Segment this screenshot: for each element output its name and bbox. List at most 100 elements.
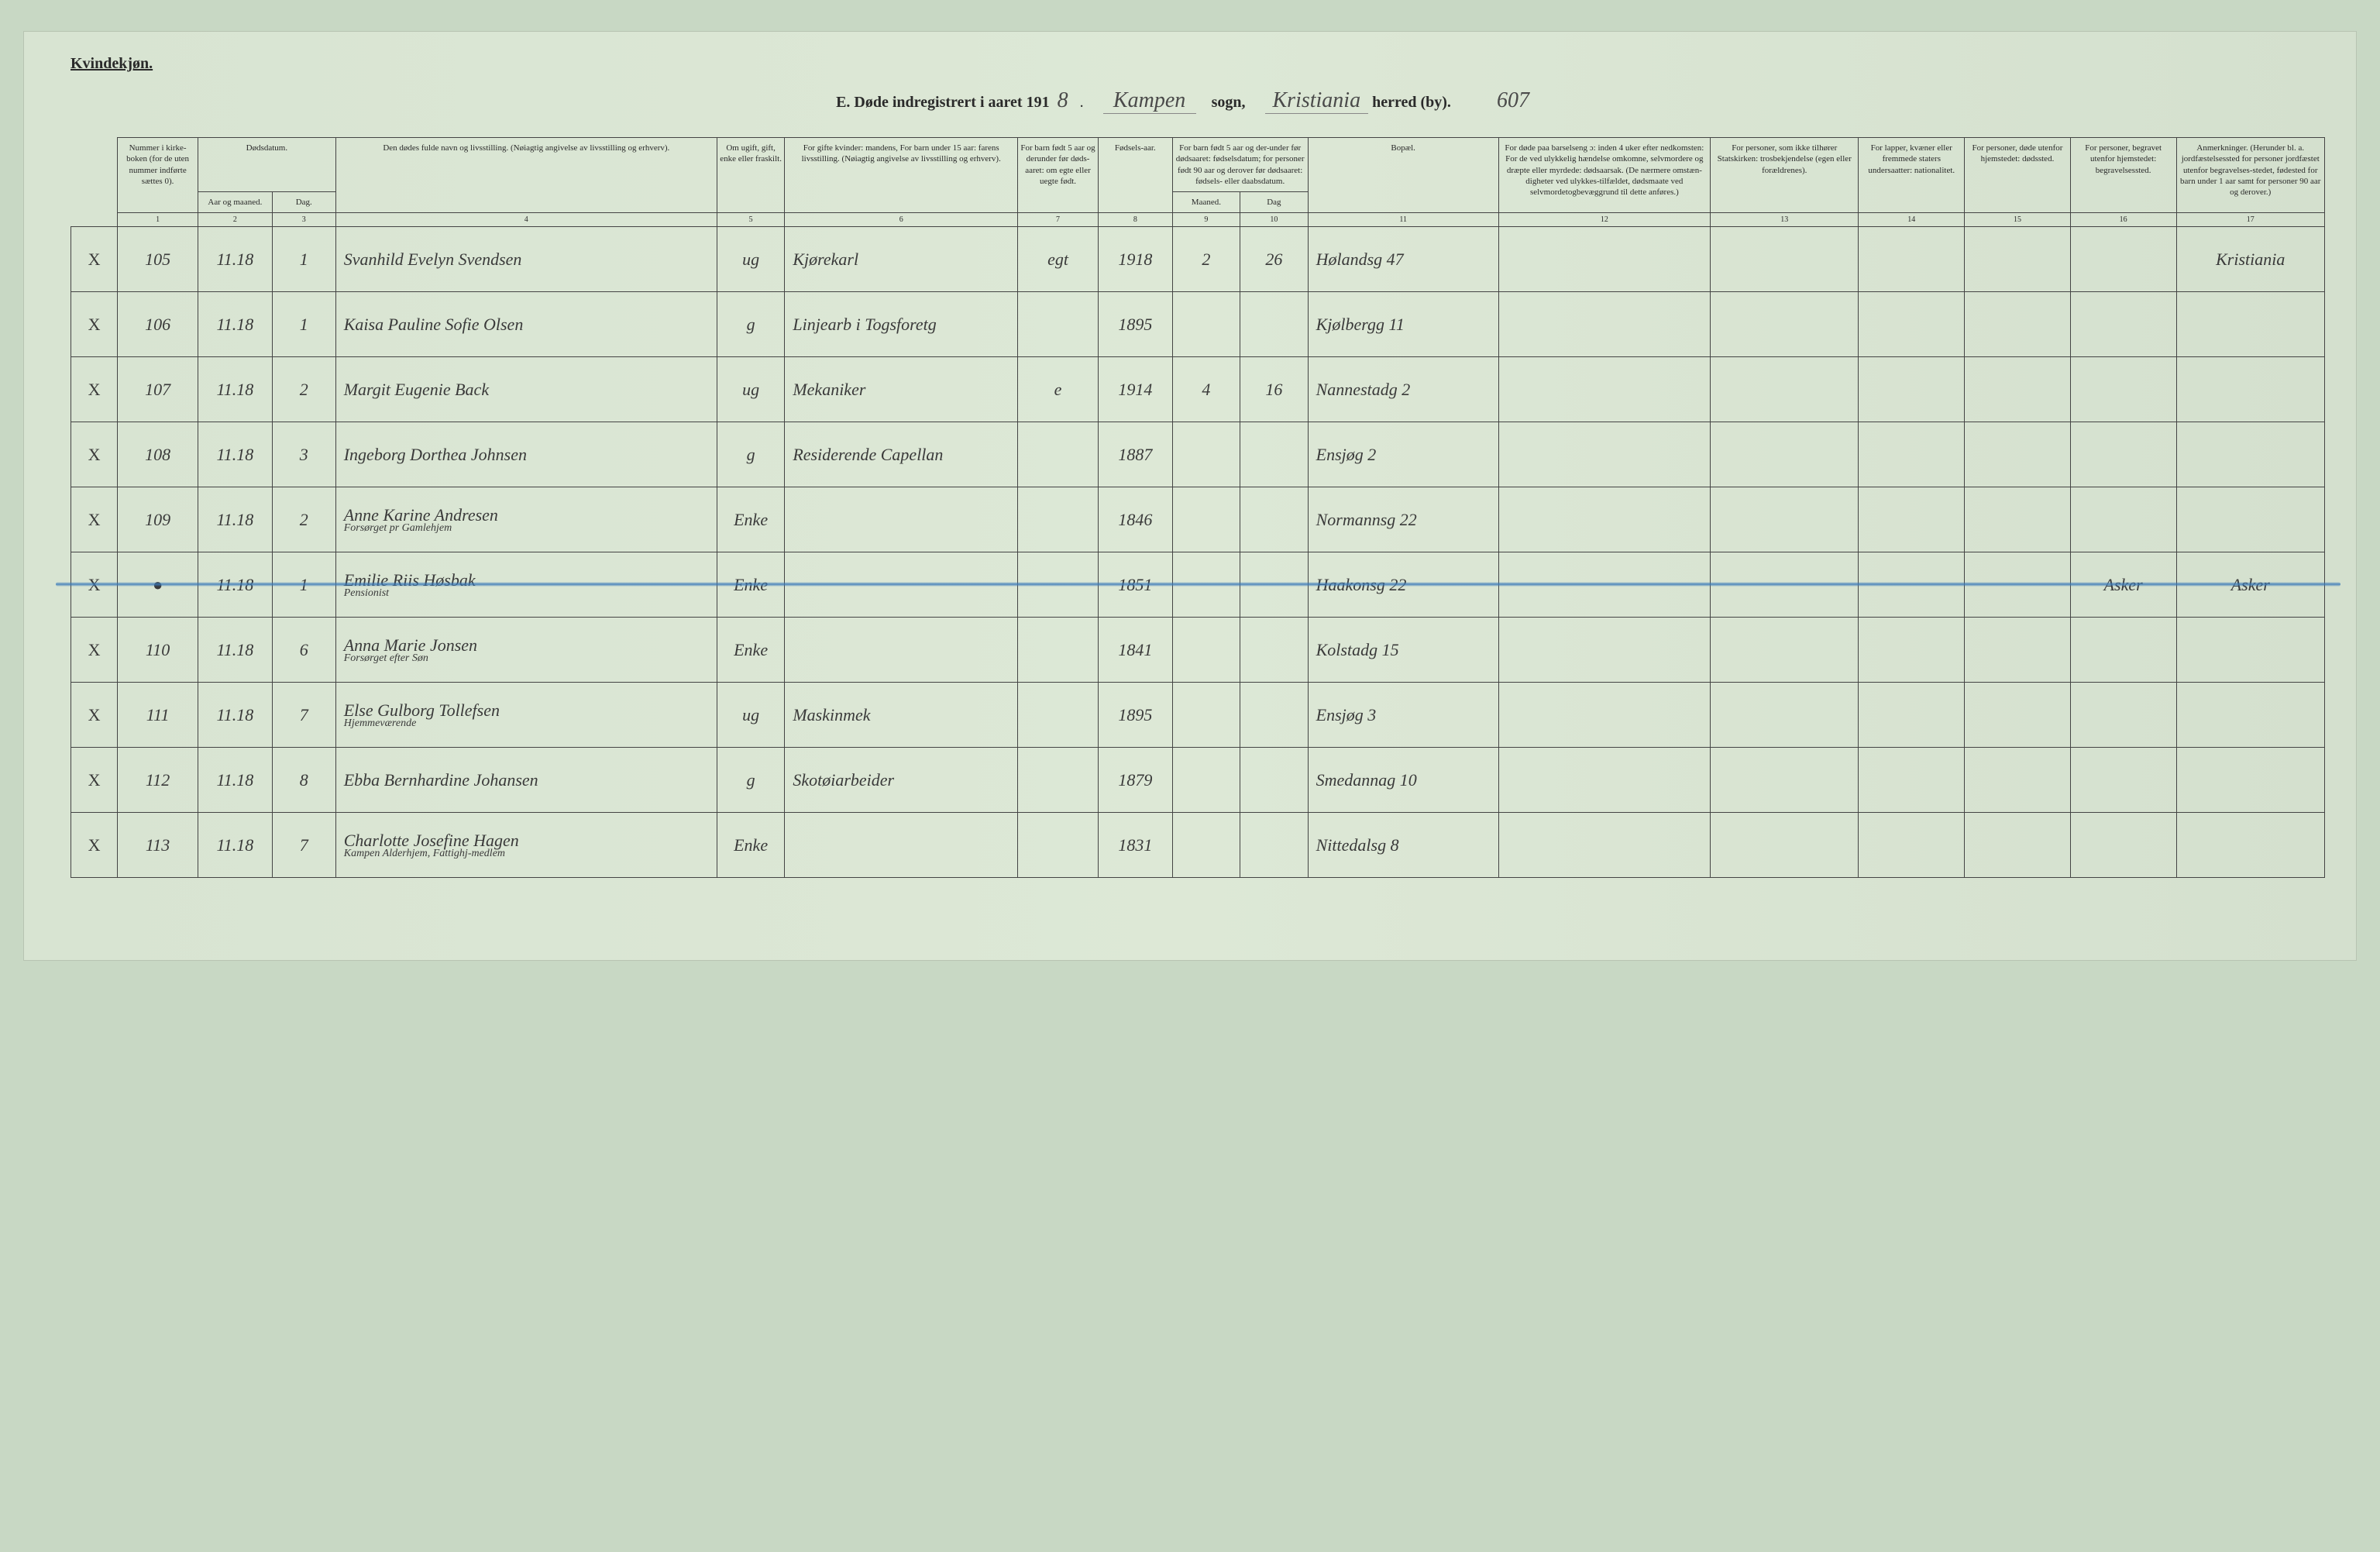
row-occupation <box>785 618 1018 683</box>
row-address: Ensjøg 3 <box>1308 683 1498 748</box>
page-number: 607 <box>1467 88 1560 113</box>
colnum: 4 <box>335 213 717 227</box>
row-subnote: Forsørget efter Søn <box>344 652 714 665</box>
table-row: X10511.181Svanhild Evelyn SvendsenugKjør… <box>71 227 2325 292</box>
row-c13 <box>1711 357 1859 422</box>
row-year-month: 11.18 <box>198 813 273 878</box>
row-c15 <box>1965 552 2071 618</box>
row-day: 2 <box>272 357 335 422</box>
row-c14 <box>1859 357 1965 422</box>
row-occupation <box>785 487 1018 552</box>
title-line: E. Døde indregistrert i aaret 1918 . Kam… <box>71 88 2325 114</box>
hdr-c6: For gifte kvinder: mandens, For barn und… <box>785 138 1018 213</box>
row-c7 <box>1018 813 1099 878</box>
row-subnote: Forsørget pr Gamlehjem <box>344 522 714 535</box>
gender-label: Kvindekjøn. <box>71 55 2325 73</box>
row-birthyear: 1851 <box>1098 552 1172 618</box>
colnum: 5 <box>717 213 784 227</box>
row-c13 <box>1711 683 1859 748</box>
row-c16 <box>2070 618 2176 683</box>
row-c12 <box>1498 552 1710 618</box>
colnum: 8 <box>1098 213 1172 227</box>
row-c17 <box>2176 748 2325 813</box>
row-status: Enke <box>717 487 784 552</box>
row-c16 <box>2070 292 2176 357</box>
row-name: Emilie Riis HøsbakPensionist <box>335 552 717 618</box>
row-c16 <box>2070 487 2176 552</box>
row-c14 <box>1859 813 1965 878</box>
row-mark: X <box>71 422 118 487</box>
row-c15 <box>1965 683 2071 748</box>
table-row: X11111.187Else Gulborg TollefsenHjemmevæ… <box>71 683 2325 748</box>
row-c17 <box>2176 292 2325 357</box>
hdr-c7: For barn født 5 aar og derunder før døds… <box>1018 138 1099 213</box>
row-c7: egt <box>1018 227 1099 292</box>
row-subnote: Kampen Alderhjem, Fattighj-medlem <box>344 848 714 860</box>
row-c14 <box>1859 227 1965 292</box>
row-c14 <box>1859 683 1965 748</box>
row-birthmonth: 2 <box>1172 227 1240 292</box>
hdr-c11: Bopæl. <box>1308 138 1498 213</box>
herred-label: herred (by). <box>1372 94 1451 111</box>
row-day: 2 <box>272 487 335 552</box>
row-status: g <box>717 748 784 813</box>
row-address: Kjølbergg 11 <box>1308 292 1498 357</box>
hdr-c10: Dag <box>1240 192 1308 213</box>
row-num: ● <box>118 552 198 618</box>
table-row: X10611.181Kaisa Pauline Sofie OlsengLinj… <box>71 292 2325 357</box>
row-mark: X <box>71 683 118 748</box>
row-birthday <box>1240 487 1308 552</box>
row-c14 <box>1859 422 1965 487</box>
colnum: 11 <box>1308 213 1498 227</box>
row-c12 <box>1498 292 1710 357</box>
row-c14 <box>1859 748 1965 813</box>
row-address: Ensjøg 2 <box>1308 422 1498 487</box>
row-occupation: Mekaniker <box>785 357 1018 422</box>
row-address: Nannestadg 2 <box>1308 357 1498 422</box>
row-num: 110 <box>118 618 198 683</box>
row-c13 <box>1711 292 1859 357</box>
colnum: 1 <box>118 213 198 227</box>
row-occupation: Residerende Capellan <box>785 422 1018 487</box>
row-year-month: 11.18 <box>198 422 273 487</box>
row-name: Svanhild Evelyn Svendsen <box>335 227 717 292</box>
row-subnote: Pensionist <box>344 587 714 600</box>
row-day: 6 <box>272 618 335 683</box>
row-name: Ebba Bernhardine Johansen <box>335 748 717 813</box>
row-birthday <box>1240 292 1308 357</box>
row-c12 <box>1498 748 1710 813</box>
row-status: ug <box>717 357 784 422</box>
row-c16 <box>2070 813 2176 878</box>
colnum: 3 <box>272 213 335 227</box>
hdr-c9: Maaned. <box>1172 192 1240 213</box>
colnum: 14 <box>1859 213 1965 227</box>
colnum: 16 <box>2070 213 2176 227</box>
row-c17 <box>2176 618 2325 683</box>
row-c12 <box>1498 227 1710 292</box>
row-birthday <box>1240 618 1308 683</box>
colnum: 10 <box>1240 213 1308 227</box>
hdr-c14: For lapper, kvæner eller fremmede stater… <box>1859 138 1965 213</box>
row-num: 105 <box>118 227 198 292</box>
row-c17 <box>2176 487 2325 552</box>
hdr-c9-10: For barn født 5 aar og der-under før død… <box>1172 138 1308 192</box>
table-body: X10511.181Svanhild Evelyn SvendsenugKjør… <box>71 227 2325 878</box>
row-year-month: 11.18 <box>198 748 273 813</box>
hdr-c5: Om ugift, gift, enke eller fraskilt. <box>717 138 784 213</box>
row-birthday <box>1240 422 1308 487</box>
row-c16 <box>2070 748 2176 813</box>
row-day: 7 <box>272 683 335 748</box>
row-c7 <box>1018 683 1099 748</box>
row-status: Enke <box>717 813 784 878</box>
row-year-month: 11.18 <box>198 227 273 292</box>
table-row: X10711.182Margit Eugenie BackugMekaniker… <box>71 357 2325 422</box>
row-num: 113 <box>118 813 198 878</box>
row-num: 111 <box>118 683 198 748</box>
row-occupation <box>785 813 1018 878</box>
row-c12 <box>1498 422 1710 487</box>
row-day: 8 <box>272 748 335 813</box>
row-occupation: Maskinmek <box>785 683 1018 748</box>
colnum: 15 <box>1965 213 2071 227</box>
row-c7 <box>1018 748 1099 813</box>
row-c17 <box>2176 683 2325 748</box>
